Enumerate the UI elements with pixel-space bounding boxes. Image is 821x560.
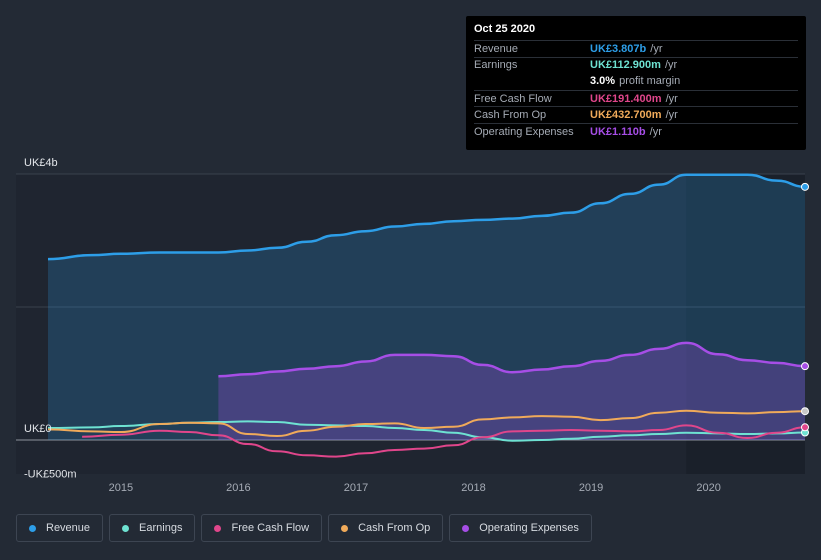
legend-item-earnings[interactable]: Earnings: [109, 514, 196, 542]
tooltip-row-unit: /yr: [664, 59, 678, 72]
highlight-band: [686, 174, 805, 474]
cash-from-op-end-point: [801, 407, 809, 416]
tooltip-row-value: UK£1.110b: [590, 125, 646, 138]
financial-chart: UK£4b UK£0 -UK£500m 2015 2016 2017 2018 2019 202…: [16, 157, 809, 494]
tooltip-rows: Revenue UK£3.807b/yr Earnings UK£112.900m/y…: [474, 40, 798, 140]
tooltip-row-value: UK£3.807b: [590, 42, 647, 55]
legend-dot-icon: [29, 524, 36, 532]
x-tick-label: 2017: [344, 482, 368, 494]
tooltip-row-unit: profit margin: [619, 75, 681, 88]
x-tick-label: 2016: [226, 482, 250, 494]
x-tick-label: 2015: [109, 482, 133, 494]
legend-label: Cash From Op: [358, 522, 431, 534]
y-tick-label: -UK£500m: [24, 468, 77, 480]
y-tick-label: UK£0: [24, 423, 52, 435]
operating-expenses-line: [218, 341, 806, 378]
tooltip-row-value: UK£432.700m: [590, 109, 662, 122]
tooltip-row-unit: /yr: [649, 125, 662, 138]
tooltip-row-value: UK£191.400m: [590, 92, 662, 105]
free-cash-flow-end-point: [801, 423, 809, 432]
tooltip-row-unit: /yr: [665, 109, 678, 122]
legend-label: Free Cash Flow: [231, 522, 310, 534]
operating-expenses-area: [218, 342, 805, 440]
legend-item-cash-from-op[interactable]: Cash From Op: [328, 514, 444, 542]
tooltip-row: Earnings UK£112.900m/yr: [474, 56, 798, 74]
tooltip-row: Revenue UK£3.807b/yr: [474, 40, 798, 57]
operating-expenses-end-point: [801, 362, 809, 371]
tooltip-row-label: Operating Expenses: [474, 125, 574, 138]
revenue-end-point: [801, 182, 809, 191]
tooltip-row: Operating Expenses UK£1.110b/yr: [474, 122, 798, 140]
tooltip-row-label: Cash From Op: [474, 109, 547, 122]
tooltip-row-value: UK£112.900m: [590, 59, 661, 72]
tooltip-row-label: Free Cash Flow: [474, 92, 552, 105]
tooltip-row-label: Revenue: [474, 42, 519, 55]
legend-item-operating-expenses[interactable]: Operating Expenses: [449, 514, 592, 542]
legend-item-revenue[interactable]: Revenue: [16, 514, 104, 542]
tooltip-row-value: 3.0%: [590, 75, 616, 88]
legend-dot-icon: [341, 524, 349, 532]
legend-dot-icon: [214, 524, 222, 532]
y-tick-label: UK£4b: [24, 157, 58, 169]
legend-dot-icon: [462, 524, 470, 532]
tooltip-row-label: Earnings: [474, 59, 518, 72]
tooltip-row-unit: /yr: [665, 92, 678, 105]
free-cash-flow-line: [82, 424, 806, 458]
tooltip-row: Cash From Op UK£432.700m/yr: [474, 106, 798, 123]
legend-label: Revenue: [46, 522, 91, 534]
legend-label: Earnings: [139, 522, 183, 534]
chart-legend: Revenue Earnings Free Cash Flow Cash From O…: [16, 514, 592, 542]
x-tick-label: 2020: [696, 482, 720, 494]
tooltip-row-unit: /yr: [650, 42, 663, 55]
tooltip-date: Oct 25 2020: [474, 23, 536, 35]
legend-label: Operating Expenses: [479, 522, 579, 534]
legend-item-free-cash-flow[interactable]: Free Cash Flow: [201, 514, 323, 542]
revenue-line: [47, 173, 806, 261]
x-tick-label: 2018: [461, 482, 485, 494]
tooltip-row: 3.0% profit margin: [474, 73, 798, 90]
legend-dot-icon: [122, 524, 130, 532]
tooltip-row: Free Cash Flow UK£191.400m/yr: [474, 89, 798, 107]
x-tick-label: 2019: [579, 482, 603, 494]
tooltip-panel: Oct 25 2020 Revenue UK£3.807b/yr Earnings U…: [466, 16, 806, 150]
cash-from-op-line: [47, 409, 806, 438]
